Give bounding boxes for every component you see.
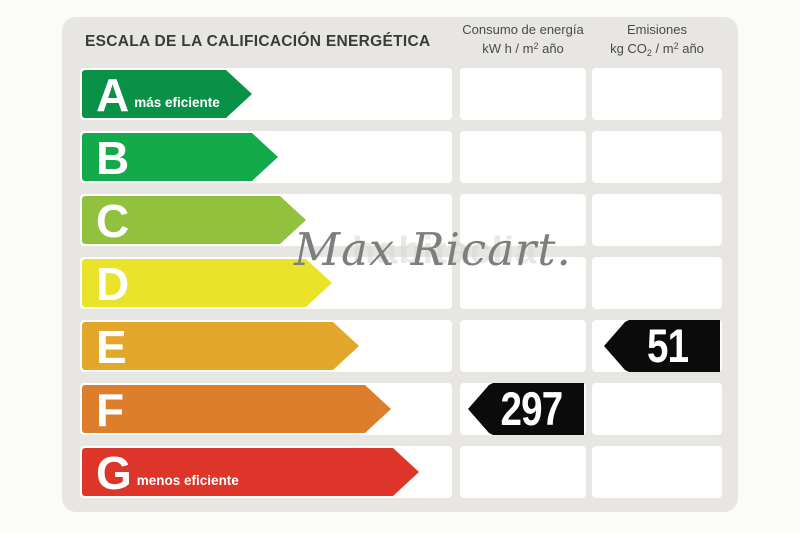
emisiones-header-units: kg CO2 / m2 año: [610, 41, 704, 58]
rating-bar-e: E: [82, 322, 359, 370]
emisiones-cell-c: [592, 194, 722, 246]
rating-letter: G: [96, 447, 132, 499]
rating-b-track: B: [80, 131, 452, 183]
consumo-header-units: kW h / m2 año: [482, 41, 564, 56]
rating-row-c: C: [80, 194, 722, 246]
consumo-cell-e: [460, 320, 586, 372]
rating-letter: C: [96, 195, 130, 247]
rating-letter: D: [96, 258, 130, 310]
consumo-header-label: Consumo de energía: [462, 22, 584, 37]
rating-row-b: B: [80, 131, 722, 183]
emisiones-cell-d: [592, 257, 722, 309]
rating-letter: A: [96, 69, 130, 121]
emisiones-cell-b: [592, 131, 722, 183]
energy-scale-panel: ESCALA DE LA CALIFICACIÓN ENERGÉTICA Con…: [62, 17, 738, 512]
rating-f-track: F: [80, 383, 452, 435]
rating-note: menos eficiente: [136, 473, 239, 488]
emisiones-cell-a: [592, 68, 722, 120]
consumo-cell-c: [460, 194, 586, 246]
rating-bar-f: F: [82, 385, 391, 433]
emisiones-cell-g: [592, 446, 722, 498]
rating-d-track: D: [80, 257, 452, 309]
panel-title: ESCALA DE LA CALIFICACIÓN ENERGÉTICA: [85, 33, 431, 50]
consumo-cell-d: [460, 257, 586, 309]
rating-e-track: E: [80, 320, 452, 372]
consumo-value: 297: [500, 382, 563, 435]
max-ricart-watermark: Max Ricart.: [294, 223, 572, 276]
emisiones-column-header: Emisiones kg CO2 / m2 año: [592, 21, 722, 62]
rating-c-track: C: [80, 194, 452, 246]
consumo-cell-f: 297: [460, 383, 586, 435]
consumo-cell-g: [460, 446, 586, 498]
rating-note: más eficiente: [134, 95, 220, 110]
rating-letter: E: [96, 321, 127, 373]
emisiones-cell-e: 51: [592, 320, 722, 372]
emisiones-header-label: Emisiones: [627, 22, 687, 37]
rating-bar-c: C: [82, 196, 306, 244]
emisiones-cell-f: [592, 383, 722, 435]
emisiones-value: 51: [646, 319, 689, 372]
emisiones-value-badge: 51: [604, 320, 720, 372]
rating-row-e: E 51: [80, 320, 722, 372]
rating-row-f: F 297: [80, 383, 722, 435]
consumo-value-badge: 297: [468, 383, 584, 435]
rating-row-d: D: [80, 257, 722, 309]
consumo-cell-b: [460, 131, 586, 183]
rating-letter: B: [96, 132, 130, 184]
consumo-cell-a: [460, 68, 586, 120]
rating-bar-d: D: [82, 259, 332, 307]
rating-bar-b: B: [82, 133, 278, 181]
habitaclia-watermark: habitaclia: [352, 230, 538, 272]
consumo-column-header: Consumo de energía kW h / m2 año: [398, 21, 648, 57]
rating-letter: F: [96, 384, 125, 436]
